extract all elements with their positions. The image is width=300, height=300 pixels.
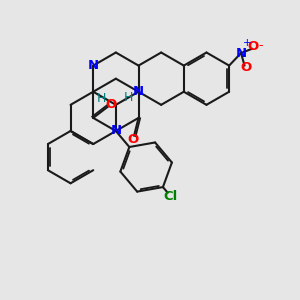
Text: O: O <box>105 98 116 111</box>
Text: N: N <box>88 59 99 72</box>
Text: N: N <box>133 85 144 98</box>
Text: H: H <box>123 91 133 104</box>
Text: O: O <box>128 133 139 146</box>
Text: N: N <box>110 124 122 137</box>
Text: +: + <box>243 38 252 48</box>
Text: Cl: Cl <box>164 190 178 203</box>
Text: -: - <box>258 40 263 52</box>
Text: O: O <box>240 61 251 74</box>
Text: O: O <box>248 40 259 53</box>
Text: N: N <box>236 46 247 60</box>
Text: H: H <box>97 92 106 105</box>
